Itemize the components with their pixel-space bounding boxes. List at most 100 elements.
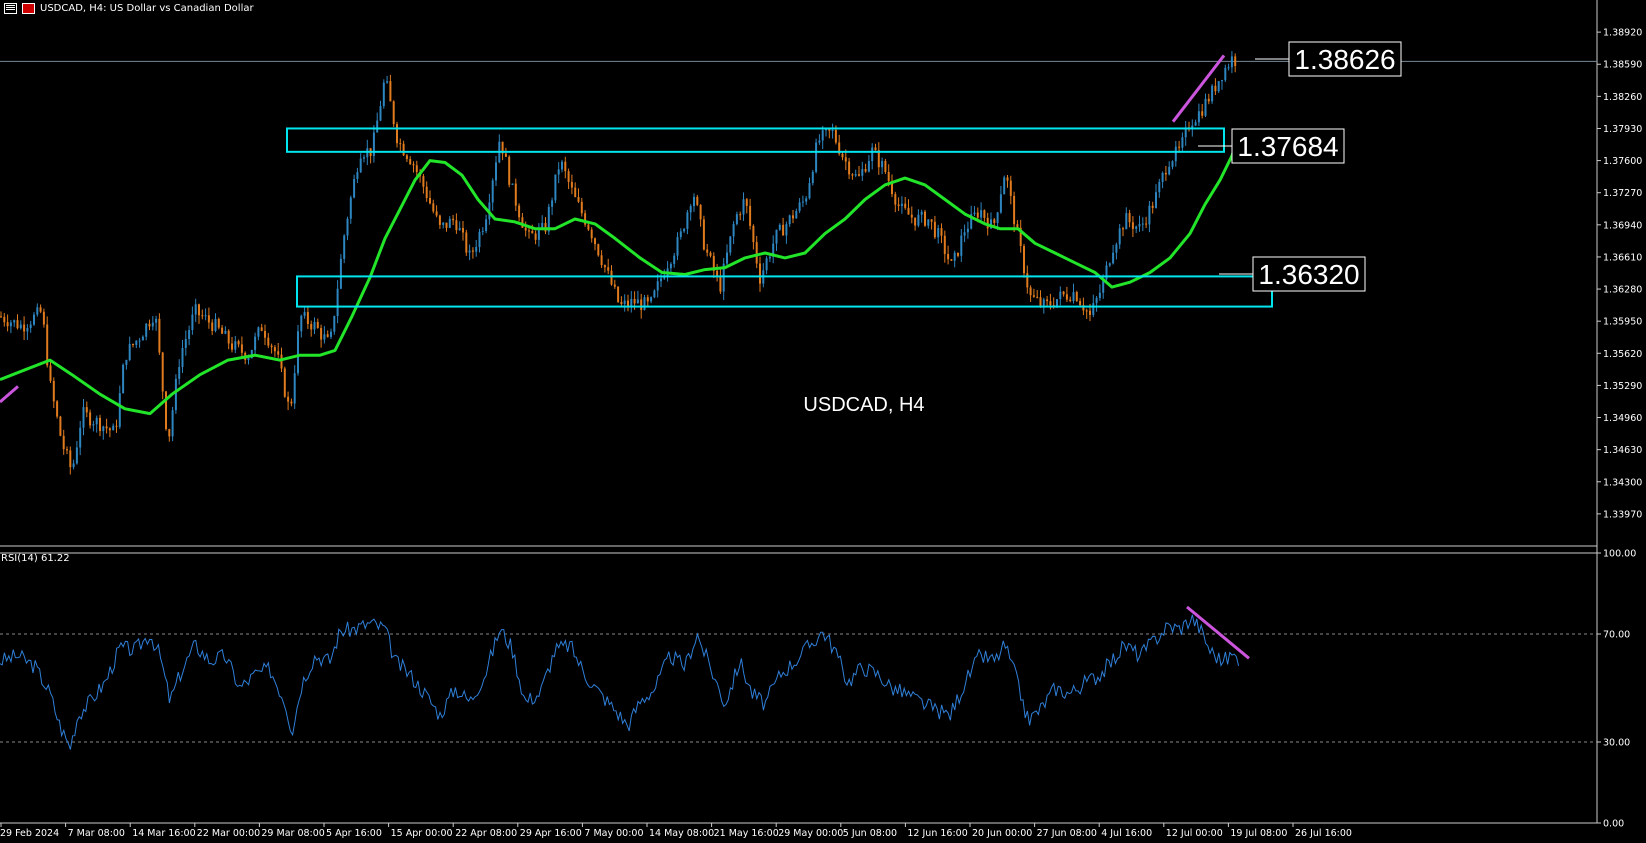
candle-body	[389, 81, 392, 102]
candle-body	[128, 343, 131, 360]
candlestick-series	[0, 51, 1237, 475]
candle-body	[1075, 292, 1078, 302]
horizontal-zones[interactable]	[286, 127, 1273, 308]
candle-body	[66, 449, 68, 451]
candle-body	[1224, 67, 1227, 81]
candle-body	[82, 407, 85, 428]
candle-body	[346, 218, 349, 236]
candle-body	[1128, 213, 1131, 223]
candle-body	[349, 197, 352, 219]
candle-body	[729, 236, 732, 253]
main-price-pane[interactable]	[0, 0, 1598, 824]
candle-body	[574, 187, 577, 198]
candle-body	[1098, 292, 1101, 298]
candle-body	[425, 186, 428, 199]
rsi-tick-label: 0.00	[1603, 819, 1624, 830]
candle-body	[330, 331, 332, 337]
chart-header: USDCAD, H4: US Dollar vs Canadian Dollar	[4, 3, 254, 14]
candle-body	[445, 222, 448, 228]
candle-body	[118, 393, 121, 427]
candle-body	[673, 255, 676, 264]
candle-body	[191, 314, 194, 330]
candle-body	[891, 181, 893, 195]
candle-body	[237, 341, 240, 345]
candle-body	[679, 231, 682, 238]
candle-body	[1148, 205, 1151, 225]
support-zone[interactable]	[296, 275, 1273, 308]
candle-body	[29, 324, 32, 329]
candle-body	[115, 425, 118, 427]
candle-body	[1036, 296, 1039, 298]
candle-body	[1108, 263, 1111, 266]
time-axis[interactable]: 29 Feb 2024 7 Mar 08:00 14 Mar 16:00 22 Mar…	[0, 823, 1352, 839]
candle-body	[69, 450, 72, 468]
candle-body	[300, 315, 303, 332]
rsi-trendline[interactable]	[1186, 605, 1250, 660]
candle-body	[1178, 146, 1181, 148]
candle-body	[613, 284, 616, 287]
candle-body	[943, 235, 946, 254]
candle-body	[313, 321, 316, 330]
candle-body	[640, 299, 643, 311]
candle-body	[689, 206, 692, 213]
time-tick-label: 5 Apr 16:00	[326, 828, 382, 839]
candle-body	[1171, 161, 1174, 167]
candle-body	[161, 352, 164, 392]
candle-body	[986, 217, 989, 229]
resistance-zone[interactable]	[286, 127, 1225, 153]
candle-body	[52, 380, 55, 402]
candle-body	[174, 378, 177, 411]
time-tick-label: 29 Apr 16:00	[520, 828, 582, 839]
price-trendline[interactable]	[1171, 54, 1226, 123]
candle-body	[528, 230, 530, 232]
candle-body	[653, 290, 656, 298]
time-tick-label: 14 May 08:00	[649, 828, 714, 839]
price-trendline[interactable]	[0, 385, 19, 404]
candle-body	[1118, 228, 1121, 245]
candle-body	[240, 344, 243, 353]
candle-body	[742, 199, 745, 215]
candle-body	[1181, 137, 1184, 148]
candle-body	[633, 298, 636, 304]
candle-body	[821, 130, 824, 141]
candle-body	[287, 396, 290, 402]
candle-body	[145, 323, 148, 337]
candle-body	[990, 219, 992, 229]
candle-body	[89, 412, 92, 426]
candle-body	[56, 401, 59, 417]
candle-body	[386, 81, 389, 83]
candle-body	[818, 140, 821, 143]
price-trendlines[interactable]	[0, 54, 1226, 404]
price-tick-label: 1.35290	[1603, 381, 1642, 392]
candle-body	[214, 318, 217, 331]
candle-body	[376, 120, 379, 133]
candle-body	[1207, 98, 1210, 102]
candle-body	[1125, 213, 1128, 230]
chart-flag-icon[interactable]	[22, 3, 35, 14]
rsi-tick-label: 100.00	[1603, 549, 1636, 560]
candle-body	[838, 142, 841, 154]
candle-body	[148, 323, 151, 327]
candle-body	[204, 315, 207, 317]
candle-body	[518, 205, 521, 218]
candle-body	[1234, 56, 1237, 66]
candle-body	[623, 300, 626, 304]
candle-body	[399, 143, 402, 145]
candle-body	[316, 321, 319, 328]
candle-body	[1164, 172, 1167, 175]
candle-body	[590, 229, 593, 239]
candle-body	[570, 181, 573, 188]
list-icon[interactable]	[4, 3, 17, 14]
candle-body	[138, 340, 141, 342]
candle-body	[465, 232, 468, 253]
rsi-pane[interactable]	[0, 605, 1597, 750]
candle-body	[726, 252, 728, 264]
candle-body	[676, 237, 679, 256]
time-tick-label: 21 May 16:00	[714, 828, 779, 839]
candle-body	[250, 349, 253, 359]
candle-body	[475, 246, 478, 252]
candle-body	[178, 366, 181, 379]
candle-body	[966, 228, 969, 233]
price-axis[interactable]: 1.38920 1.38590 1.38260 1.37930 1.37600 1.372…	[1597, 28, 1642, 521]
